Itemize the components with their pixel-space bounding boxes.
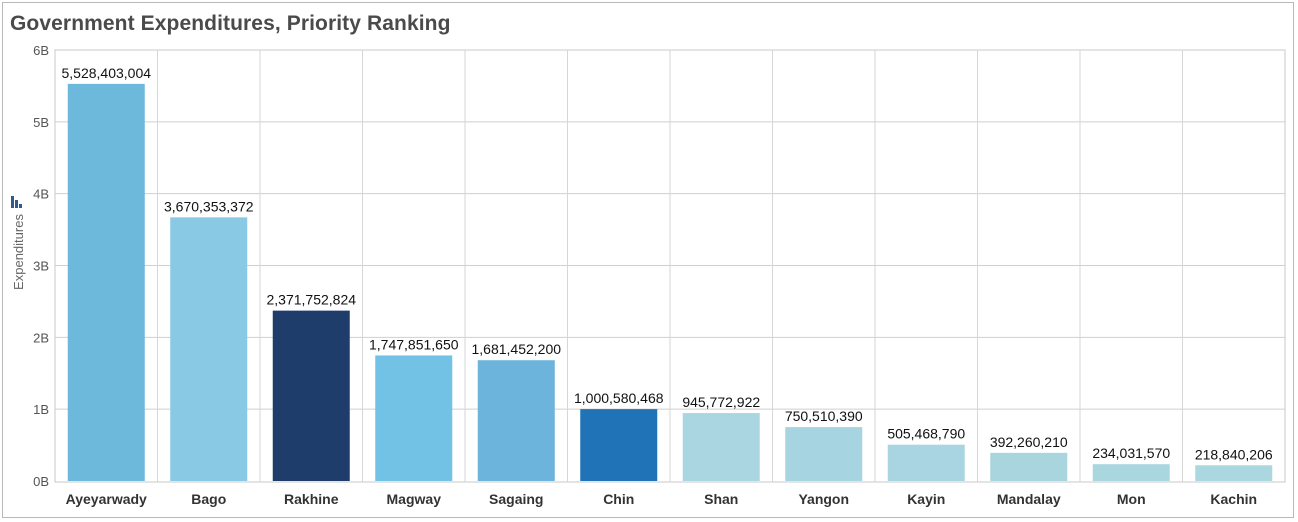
x-tick-label: Yangon bbox=[798, 491, 849, 507]
y-tick-label: 2B bbox=[33, 330, 49, 345]
y-tick-label: 3B bbox=[33, 259, 49, 274]
data-label: 505,468,790 bbox=[887, 426, 965, 442]
x-tick-label: Bago bbox=[191, 491, 226, 507]
data-label: 1,681,452,200 bbox=[471, 341, 561, 357]
y-axis-label: Expenditures bbox=[11, 214, 26, 290]
bar-shan bbox=[682, 413, 760, 481]
bar-mandalay bbox=[990, 452, 1068, 481]
bar-ayeyarwady bbox=[67, 83, 145, 482]
bar-bago bbox=[170, 217, 248, 481]
y-tick-label: 1B bbox=[33, 402, 49, 417]
bar-rakhine bbox=[272, 310, 350, 481]
data-label: 3,670,353,372 bbox=[164, 198, 254, 214]
data-label: 2,371,752,824 bbox=[266, 292, 356, 308]
data-label: 392,260,210 bbox=[990, 434, 1068, 450]
sort-icon-bar bbox=[15, 200, 18, 208]
data-label: 945,772,922 bbox=[682, 394, 760, 410]
data-label: 234,031,570 bbox=[1092, 445, 1170, 461]
x-tick-label: Rakhine bbox=[284, 491, 339, 507]
y-tick-label: 4B bbox=[33, 187, 49, 202]
y-tick-label: 0B bbox=[33, 474, 49, 489]
x-tick-label: Kachin bbox=[1210, 491, 1257, 507]
sort-icon[interactable] bbox=[11, 196, 22, 208]
data-label: 5,528,403,004 bbox=[61, 65, 151, 81]
sort-icon-bar bbox=[11, 196, 14, 208]
bar-mon bbox=[1092, 464, 1170, 481]
axis-layer: 0B 1B 2B 3B 4B 5B 6B Ayeyarwady Bago Rakhine Magwa… bbox=[11, 43, 1257, 507]
x-tick-label: Chin bbox=[603, 491, 634, 507]
bar-kachin bbox=[1195, 465, 1273, 481]
x-tick-label: Sagaing bbox=[489, 491, 543, 507]
sort-icon-bar bbox=[19, 204, 22, 208]
bar-yangon bbox=[785, 427, 863, 481]
bar-layer: 5,528,403,004 3,670,353,372 2,371,752,824 1… bbox=[61, 65, 1273, 482]
x-tick-label: Kayin bbox=[907, 491, 945, 507]
x-tick-label: Mon bbox=[1117, 491, 1146, 507]
chart-title: Government Expenditures, Priority Rankin… bbox=[10, 12, 451, 35]
data-label: 1,000,580,468 bbox=[574, 390, 664, 406]
x-tick-label: Ayeyarwady bbox=[66, 491, 147, 507]
data-label: 1,747,851,650 bbox=[369, 336, 459, 352]
x-tick-label: Magway bbox=[387, 491, 442, 507]
x-tick-label: Shan bbox=[704, 491, 738, 507]
bar-chin bbox=[580, 409, 658, 481]
bar-kayin bbox=[887, 444, 965, 481]
data-label: 750,510,390 bbox=[785, 408, 863, 424]
bar-sagaing bbox=[477, 360, 555, 481]
y-tick-label: 6B bbox=[33, 43, 49, 58]
data-label: 218,840,206 bbox=[1195, 446, 1273, 462]
bar-magway bbox=[375, 355, 453, 481]
x-tick-label: Mandalay bbox=[997, 491, 1061, 507]
y-tick-label: 5B bbox=[33, 115, 49, 130]
grid-layer bbox=[54, 49, 1286, 483]
